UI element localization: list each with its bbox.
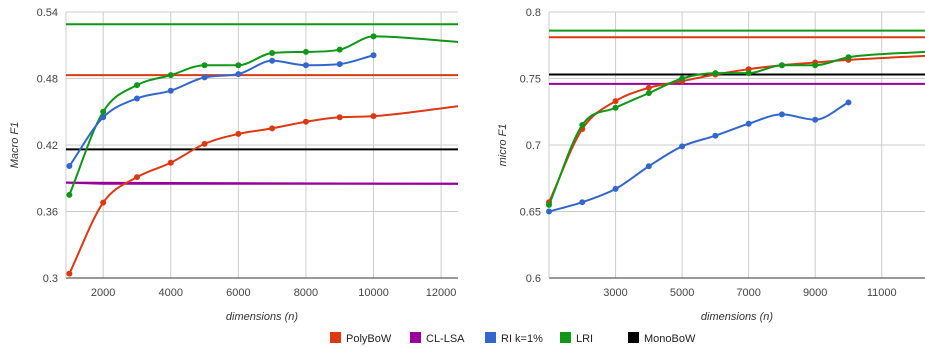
data-point-ri-k-1 bbox=[845, 99, 852, 106]
data-point-polybow bbox=[167, 159, 174, 166]
data-point-polybow bbox=[645, 84, 652, 91]
x-tick-label: 9000 bbox=[803, 287, 827, 299]
x-tick-label: 12000 bbox=[426, 287, 457, 299]
data-point-lri bbox=[679, 75, 686, 82]
y-tick-label: 0.7 bbox=[526, 140, 541, 152]
data-point-lri bbox=[235, 62, 242, 69]
x-tick-label: 7000 bbox=[736, 287, 760, 299]
y-tick-label: 0.36 bbox=[37, 207, 58, 219]
y-tick-label: 0.42 bbox=[37, 140, 58, 152]
data-point-lri bbox=[133, 82, 140, 89]
y-tick-label: 0.48 bbox=[37, 74, 58, 86]
x-tick-label: 4000 bbox=[159, 287, 183, 299]
data-point-polybow bbox=[133, 174, 140, 181]
data-point-ri-k-1 bbox=[612, 185, 619, 192]
legend-swatch-polybow bbox=[330, 332, 341, 343]
y-tick-label: 0.75 bbox=[520, 74, 541, 86]
data-point-polybow bbox=[66, 270, 73, 277]
data-point-ri-k-1 bbox=[269, 57, 276, 64]
x-tick-label: 10000 bbox=[358, 287, 389, 299]
data-point-lri bbox=[712, 70, 719, 77]
data-point-lri bbox=[579, 122, 586, 129]
data-point-ri-k-1 bbox=[302, 62, 309, 69]
data-point-ri-k-1 bbox=[778, 111, 785, 118]
x-tick-label: 3000 bbox=[603, 287, 627, 299]
y-axis-title: Macro F1 bbox=[9, 122, 21, 168]
data-point-ri-k-1 bbox=[167, 87, 174, 94]
data-point-ri-k-1 bbox=[235, 71, 242, 78]
legend-swatch-monobow bbox=[628, 332, 639, 343]
data-point-lri bbox=[269, 50, 276, 57]
data-point-lri bbox=[302, 48, 309, 55]
data-point-polybow bbox=[336, 114, 343, 121]
x-axis-title: dimensions (n) bbox=[226, 311, 298, 323]
data-point-ri-k-1 bbox=[201, 74, 208, 81]
data-point-lri bbox=[745, 70, 752, 77]
data-point-ri-k-1 bbox=[370, 52, 377, 59]
data-point-lri bbox=[546, 201, 552, 208]
data-point-polybow bbox=[100, 199, 107, 206]
data-point-lri bbox=[100, 108, 107, 115]
data-point-lri bbox=[845, 54, 852, 61]
data-point-ri-k-1 bbox=[812, 116, 819, 123]
legend-label-cl-lsa: CL-LSA bbox=[426, 333, 465, 345]
data-point-ri-k-1 bbox=[579, 199, 586, 206]
legend-label-monobow: MonoBoW bbox=[644, 333, 696, 345]
data-point-ri-k-1 bbox=[546, 208, 552, 215]
y-tick-label: 0.54 bbox=[37, 7, 58, 19]
y-tick-label: 0.3 bbox=[43, 273, 58, 285]
data-point-lri bbox=[778, 62, 785, 69]
legend-label-polybow: PolyBoW bbox=[346, 333, 392, 345]
legend-swatch-lri bbox=[560, 332, 571, 343]
y-tick-label: 0.6 bbox=[526, 273, 541, 285]
x-axis-title: dimensions (n) bbox=[701, 311, 773, 323]
legend-label-lri: LRI bbox=[576, 333, 593, 345]
data-point-polybow bbox=[612, 98, 619, 105]
data-point-lri bbox=[167, 72, 174, 79]
data-point-ri-k-1 bbox=[66, 163, 73, 170]
x-tick-label: 2000 bbox=[91, 287, 115, 299]
series-line-cl-lsa-baseline-path bbox=[65, 181, 458, 185]
data-point-polybow bbox=[302, 118, 309, 125]
y-axis-title: micro F1 bbox=[497, 124, 509, 167]
data-point-lri bbox=[812, 62, 819, 69]
data-point-polybow bbox=[201, 140, 208, 147]
legend-swatch-cl-lsa bbox=[410, 332, 421, 343]
x-tick-label: 6000 bbox=[226, 287, 250, 299]
data-point-ri-k-1 bbox=[745, 120, 752, 127]
legend-swatch-ri-k-1 bbox=[485, 332, 496, 343]
data-point-ri-k-1 bbox=[645, 163, 652, 170]
data-point-lri bbox=[612, 104, 619, 111]
x-tick-label: 11000 bbox=[867, 287, 897, 299]
x-tick-label: 5000 bbox=[670, 287, 694, 299]
data-point-lri bbox=[336, 46, 343, 53]
series-line-ri-k-1 bbox=[68, 54, 374, 167]
chart-panel-1: 0.3 0.36 0.42 0.48 0.54 2000 4000 6000 8000 10000… bbox=[9, 7, 459, 323]
data-point-lri bbox=[201, 62, 208, 69]
data-point-polybow bbox=[235, 130, 242, 137]
y-tick-label: 0.65 bbox=[520, 207, 541, 219]
data-point-lri bbox=[370, 33, 377, 40]
data-point-polybow bbox=[269, 125, 276, 132]
series-line-ri-k-1 bbox=[548, 101, 849, 213]
data-point-polybow bbox=[370, 113, 377, 120]
data-point-ri-k-1 bbox=[133, 95, 140, 102]
data-point-ri-k-1 bbox=[679, 143, 686, 150]
y-tick-label: 0.8 bbox=[526, 7, 541, 19]
chart-panel-2: 0.6 0.65 0.7 0.75 0.8 3000 5000 7000 9000 11000 di… bbox=[497, 7, 925, 323]
data-point-ri-k-1 bbox=[336, 61, 343, 68]
legend-label-ri-k-1: RI k=1% bbox=[501, 333, 543, 345]
data-point-ri-k-1 bbox=[712, 132, 719, 139]
data-point-lri bbox=[66, 191, 73, 198]
legend: PolyBoW CL-LSA RI k=1% LRI MonoBoW bbox=[330, 332, 696, 345]
x-tick-label: 8000 bbox=[294, 287, 318, 299]
data-point-lri bbox=[645, 90, 652, 97]
data-point-ri-k-1 bbox=[100, 114, 107, 121]
